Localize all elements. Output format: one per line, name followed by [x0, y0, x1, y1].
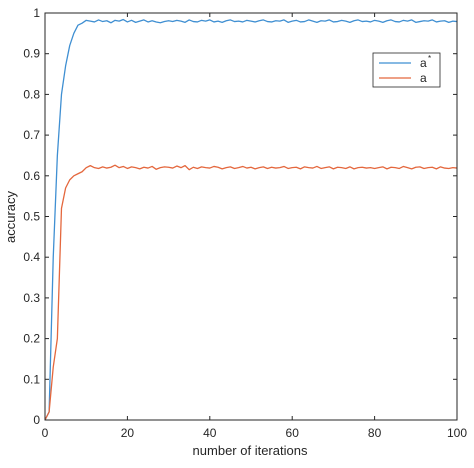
y-tick-label: 0.6 — [23, 169, 40, 183]
y-tick-label: 0.3 — [23, 291, 40, 305]
x-tick-label: 100 — [447, 426, 467, 440]
series-line-1 — [44, 18, 458, 421]
series-line-2 — [44, 164, 458, 421]
y-tick-label: 0.2 — [23, 332, 40, 346]
y-tick-label: 0.9 — [23, 47, 40, 61]
x-tick-label: 60 — [286, 426, 300, 440]
x-tick-label: 80 — [368, 426, 382, 440]
axes-layer: 0 20 40 60 80 100 0 0.1 0.2 0.3 0.4 0.5 0.6 0.7 0.8 0.9… — [23, 6, 467, 440]
y-tick-label: 0.1 — [23, 372, 40, 386]
y-tick-label: 0.7 — [23, 128, 40, 142]
legend: a *a — [372, 52, 441, 88]
y-tick-label: 0.4 — [23, 250, 40, 264]
legend-box — [372, 52, 441, 88]
y-tick-label: 0.5 — [23, 210, 40, 224]
y-tick-label: 0 — [33, 413, 40, 427]
x-tick-label: 20 — [121, 426, 135, 440]
legend-label-1: a — [420, 56, 427, 70]
x-tick-label: 0 — [42, 426, 49, 440]
legend-label-superscript-1: * — [428, 54, 431, 63]
y-tick-label: 1 — [33, 6, 40, 20]
series-layer — [44, 18, 458, 421]
x-tick-label: 40 — [203, 426, 217, 440]
legend-label-2: a — [420, 71, 427, 85]
y-tick-label: 0.8 — [23, 87, 40, 101]
y-axis-title: accuracy — [3, 190, 18, 243]
x-axis-title: number of iterations — [193, 443, 308, 458]
